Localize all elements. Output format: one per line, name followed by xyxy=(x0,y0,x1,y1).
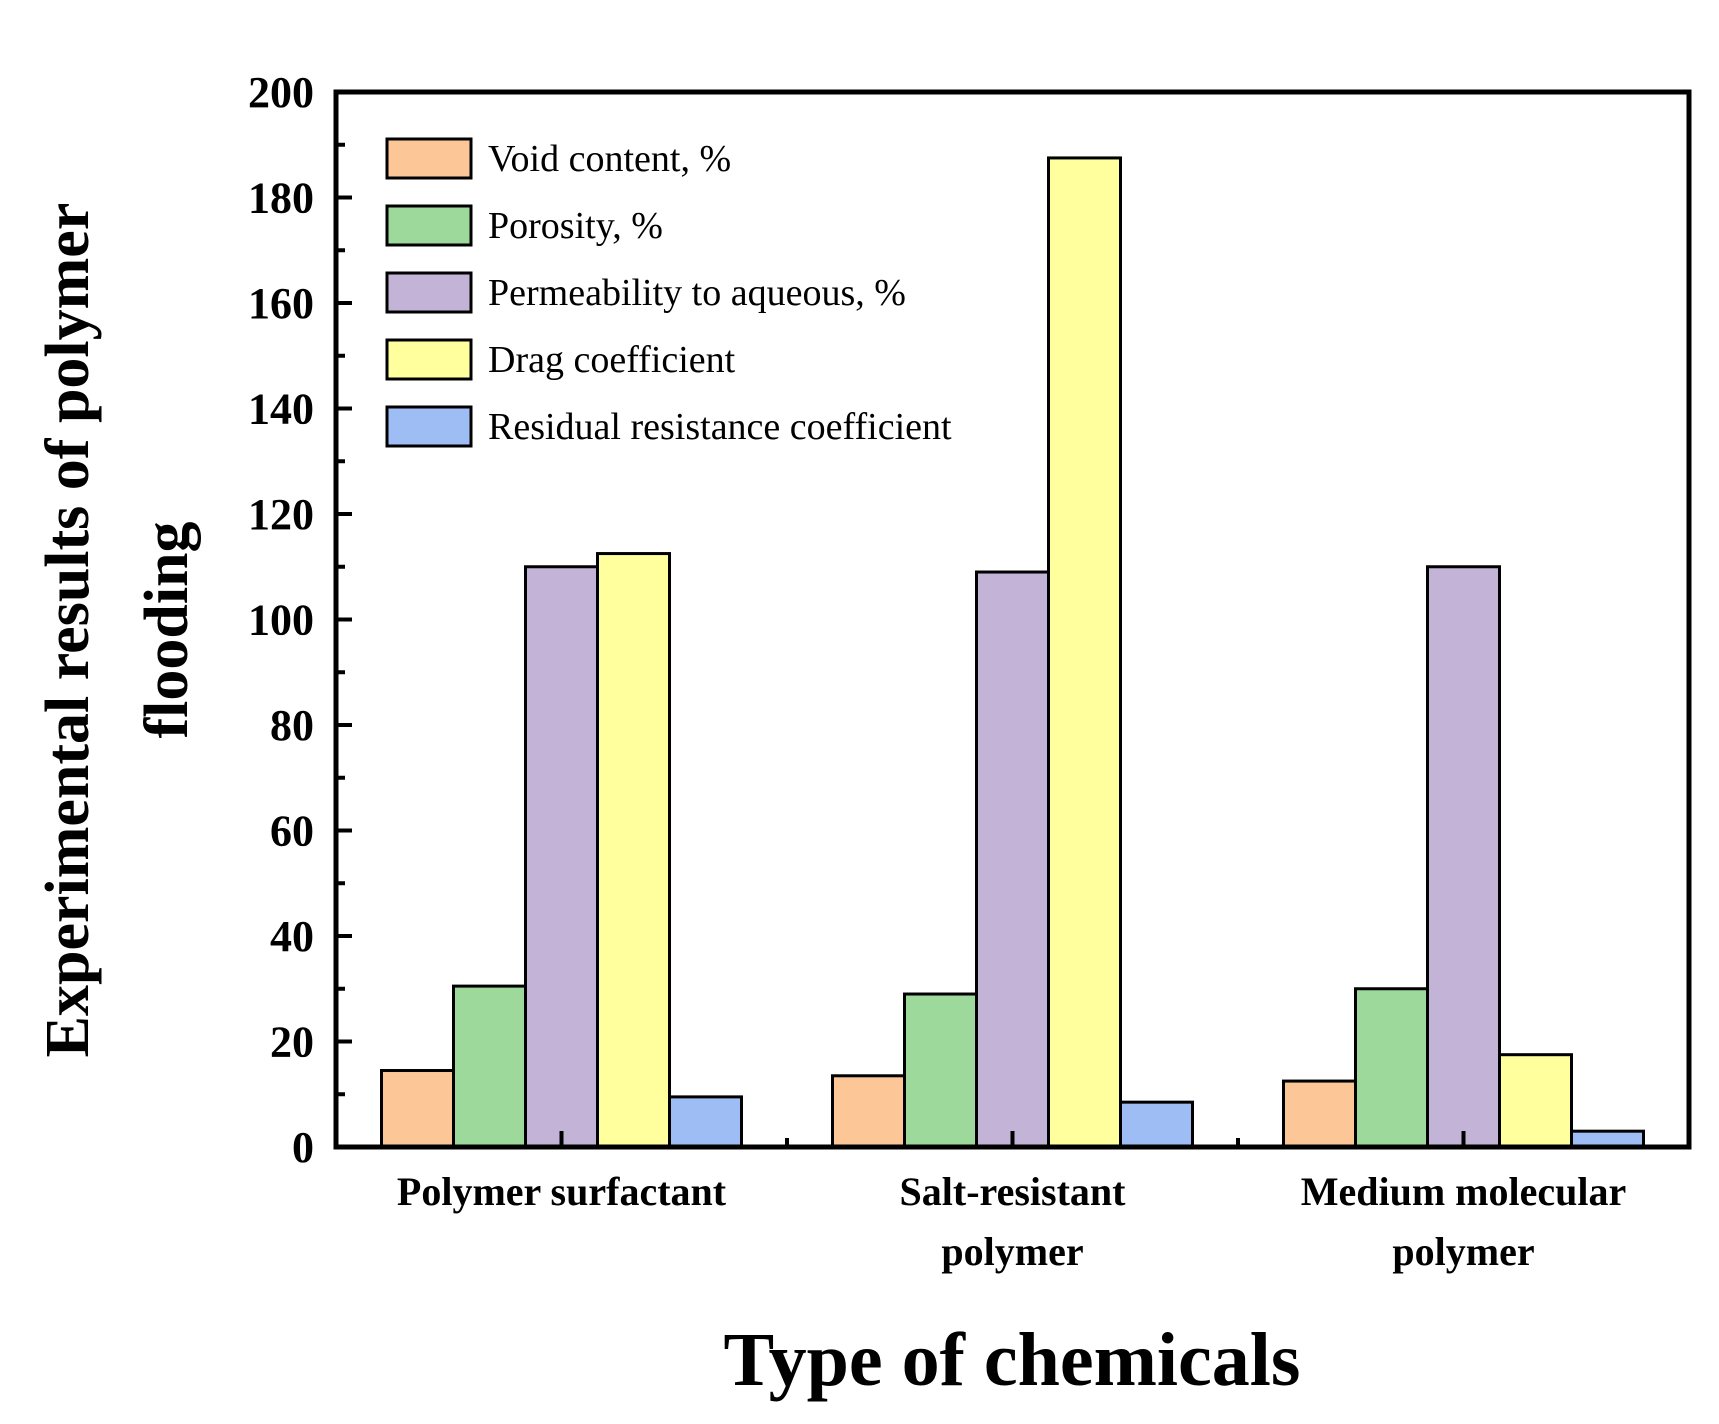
y-tick-label: 160 xyxy=(248,279,314,328)
y-tick-label: 20 xyxy=(270,1018,314,1067)
x-category-label: Medium molecular xyxy=(1301,1169,1627,1214)
x-category-label: Polymer surfactant xyxy=(397,1169,727,1214)
legend-swatch xyxy=(385,137,473,180)
x-category-label: polymer xyxy=(1392,1229,1534,1274)
legend-label: Void content, % xyxy=(488,138,731,180)
bar-2-1 xyxy=(831,1074,906,1149)
bar-1-4 xyxy=(596,552,671,1149)
bar-1-3 xyxy=(524,565,599,1149)
legend-swatch xyxy=(385,204,473,247)
y-tick-labels: 0 20 40 60 80 100 120 140 160 180 200 xyxy=(248,68,314,1172)
x-axis-title: Type of chemicals xyxy=(724,1318,1301,1402)
bar-2-5 xyxy=(1119,1100,1194,1149)
bar-2-4 xyxy=(1047,156,1122,1149)
ticks-layer xyxy=(336,90,1466,1149)
y-tick-label: 60 xyxy=(270,807,314,856)
bar-1-5 xyxy=(668,1095,743,1149)
y-axis-title-line: Experimental results of polymer xyxy=(34,203,102,1058)
y-tick-label: 120 xyxy=(248,490,314,539)
y-tick-label: 180 xyxy=(248,174,314,223)
legend-swatch xyxy=(385,271,473,314)
y-tick-label: 140 xyxy=(248,385,314,434)
bar-1-1 xyxy=(380,1069,455,1149)
legend: Void content, % Porosity, % Permeability t… xyxy=(385,137,952,448)
y-axis-title-line: flooding xyxy=(133,521,201,738)
y-tick-label: 200 xyxy=(248,68,314,117)
y-axis-title: Experimental results of polymer flooding xyxy=(34,203,201,1058)
legend-label: Residual resistance coefficient xyxy=(488,406,952,448)
bar-2-3 xyxy=(975,570,1050,1149)
y-tick-label: 0 xyxy=(292,1123,314,1172)
legend-swatch xyxy=(385,338,473,381)
legend-label: Drag coefficient xyxy=(488,339,736,381)
x-category-label: Salt-resistant xyxy=(900,1169,1127,1214)
bar-1-2 xyxy=(452,984,527,1149)
bar-3-2 xyxy=(1354,987,1429,1149)
bar-3-4 xyxy=(1498,1053,1573,1149)
y-tick-label: 40 xyxy=(270,912,314,961)
x-category-label: polymer xyxy=(941,1229,1083,1274)
legend-label: Porosity, % xyxy=(488,205,663,247)
y-tick-label: 80 xyxy=(270,701,314,750)
legend-swatch xyxy=(385,405,473,448)
bar-2-2 xyxy=(903,992,978,1149)
legend-label: Permeability to aqueous, % xyxy=(488,272,906,314)
bar-3-3 xyxy=(1426,565,1501,1149)
y-tick-label: 100 xyxy=(248,596,314,645)
x-category-labels: Polymer surfactant Salt-resistant polymer M… xyxy=(397,1169,1626,1274)
bar-3-1 xyxy=(1282,1079,1357,1149)
